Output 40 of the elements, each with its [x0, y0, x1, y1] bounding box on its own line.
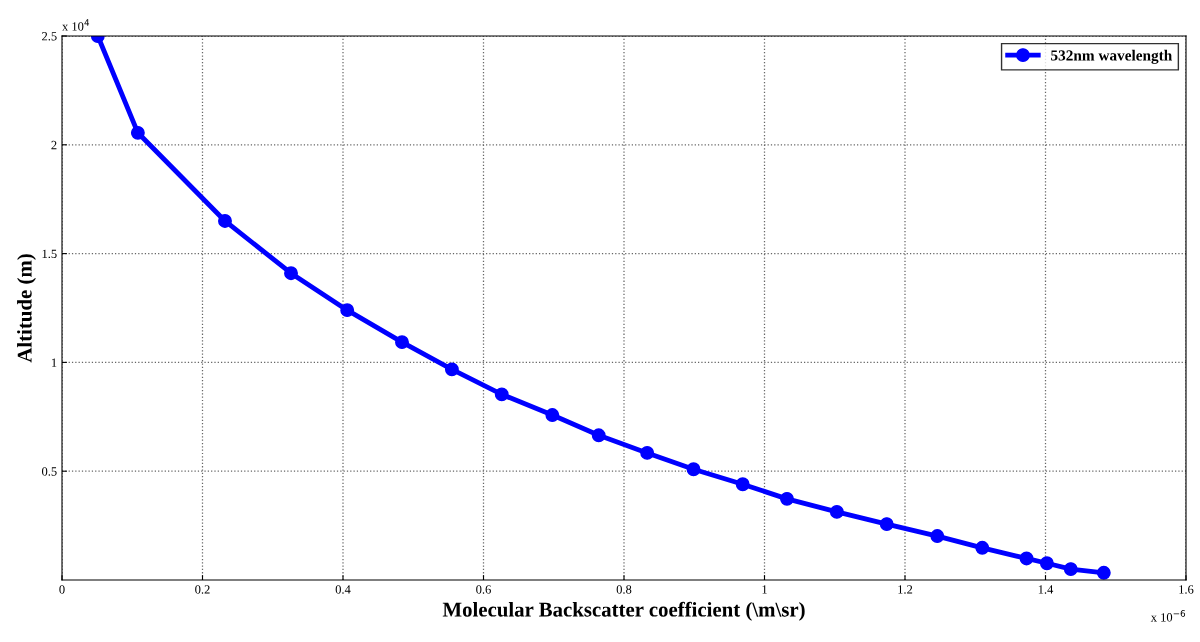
x-tick-label: 0.6: [476, 585, 491, 594]
x-tick-label: 1.2: [898, 585, 913, 594]
point: [879, 517, 894, 532]
x-tick-label: 0.4: [335, 585, 351, 594]
point: [340, 303, 355, 318]
point: [591, 428, 606, 443]
point: [930, 529, 945, 543]
point: [284, 266, 298, 281]
y-tick-label: 1.5: [42, 249, 57, 259]
point: [494, 387, 509, 402]
point: [1039, 556, 1054, 571]
point: [975, 540, 990, 555]
point: [686, 462, 701, 477]
text: x 10$^{4}$: [62, 19, 90, 31]
point: [829, 504, 844, 519]
point: [735, 477, 750, 492]
x-tick-label: 0.8: [616, 585, 632, 594]
x-tick-label: 1.4: [1038, 585, 1054, 594]
y-tick-label: 0.5: [41, 467, 57, 476]
x-tick-label: 1: [762, 585, 767, 594]
x-axis-title: Molecular Backscatter coefficient (\m\sr): [442, 601, 805, 621]
point: [780, 491, 794, 506]
y-axis-title: Altitude (m): [17, 254, 36, 363]
point: [218, 214, 232, 228]
x-tick-label: 0: [59, 585, 65, 594]
y-tick-label: 2.5: [42, 32, 57, 41]
point: [545, 408, 560, 423]
x-tick-label: 0.2: [195, 585, 210, 594]
point: [640, 445, 655, 460]
legend-label: 532nm wavelength: [1051, 49, 1173, 64]
point: [130, 125, 145, 140]
point: [395, 335, 409, 350]
y-tick-label: 1: [51, 358, 57, 367]
text: x 10$^{−6}$: [1150, 610, 1186, 622]
y-tick-label: 2: [51, 140, 57, 150]
point: [444, 362, 459, 377]
point: [1096, 565, 1111, 580]
point: [1063, 562, 1078, 577]
x-tick-label: 1.6: [1179, 585, 1194, 594]
point: [1019, 551, 1034, 566]
